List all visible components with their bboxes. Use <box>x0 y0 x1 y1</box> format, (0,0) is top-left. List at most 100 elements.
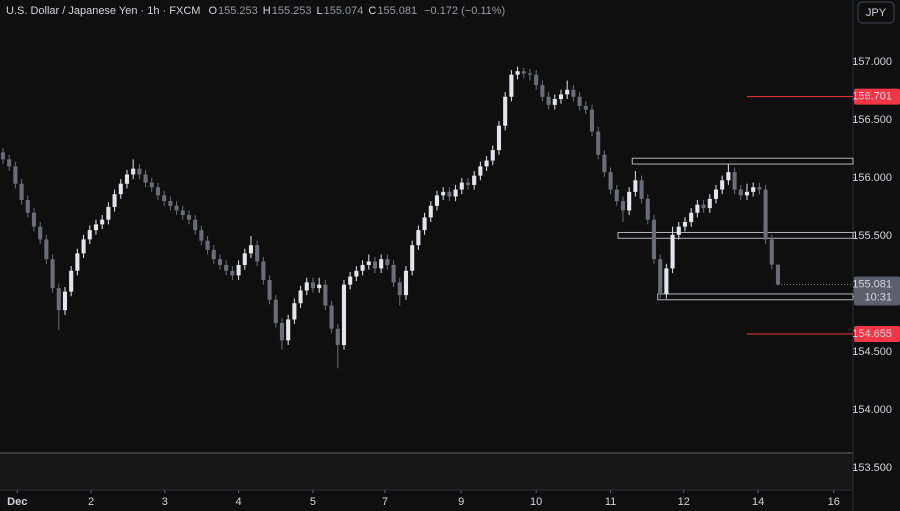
candle-body <box>571 89 576 97</box>
candle-body <box>193 219 198 231</box>
candle-body <box>348 276 353 285</box>
candle-body <box>503 96 508 126</box>
candle-body <box>441 191 446 196</box>
candle-body <box>403 270 409 296</box>
candle-body <box>465 182 471 185</box>
x-tick-label: 10 <box>530 496 542 508</box>
candle-body <box>335 328 340 345</box>
candle-body <box>217 259 223 265</box>
candle-body <box>124 174 130 184</box>
candle-body <box>186 215 192 220</box>
x-tick-label: 12 <box>678 496 690 508</box>
candle-body <box>248 245 254 254</box>
x-tick-label: 16 <box>828 496 840 508</box>
y-tick-label: 157.000 <box>852 56 892 68</box>
candle-body <box>317 284 322 289</box>
candle-body <box>744 191 750 196</box>
candle-body <box>521 71 526 74</box>
candle-body <box>379 259 384 269</box>
candle-body <box>168 201 173 206</box>
level-tag <box>854 88 900 105</box>
x-tick-label: 4 <box>236 496 242 508</box>
candle-body <box>633 180 638 192</box>
lower-pane <box>0 453 853 490</box>
candle-body <box>100 219 105 225</box>
candle-body <box>69 270 74 292</box>
candle-body <box>620 201 626 211</box>
candle-body <box>410 245 415 271</box>
candle-body <box>31 212 37 227</box>
level-label: 156.701 <box>852 91 892 103</box>
candle-body <box>62 291 68 311</box>
candle-body <box>261 261 266 281</box>
last-price-label: 155.081 <box>852 278 892 290</box>
candle-body <box>211 249 216 260</box>
currency-label[interactable]: JPY <box>866 7 887 19</box>
candle-body <box>627 191 632 211</box>
candle-body <box>0 152 6 160</box>
candle-body <box>534 74 539 86</box>
level-tag <box>854 325 900 342</box>
change-value: −0.172 (−0.11%) <box>424 5 505 17</box>
candle-body <box>174 205 179 211</box>
symbol-title: U.S. Dollar / Japanese Yen · 1h · FXCM <box>6 5 200 17</box>
candle-body <box>149 182 154 188</box>
candle-body <box>664 268 669 294</box>
candle-body <box>329 305 334 329</box>
candle-body <box>286 319 291 341</box>
candle-body <box>422 217 427 231</box>
candle-body <box>682 222 688 227</box>
candle-body <box>323 284 328 306</box>
last-price-tag <box>854 276 900 306</box>
ohlc-letter: C <box>368 5 376 17</box>
candle-body <box>651 219 657 260</box>
candle-body <box>255 245 260 262</box>
candle-body <box>7 159 12 167</box>
candle-body <box>131 168 136 175</box>
ohlc-letter: O <box>208 5 217 17</box>
candle-body <box>81 239 86 254</box>
candle-body <box>372 261 378 269</box>
candle-body <box>558 94 564 100</box>
candle-body <box>738 189 743 196</box>
candle-body <box>645 198 650 220</box>
candle-body <box>360 264 365 271</box>
candle-body <box>354 270 359 277</box>
currency-button[interactable] <box>857 1 895 24</box>
candle-body <box>732 172 737 190</box>
candle-body <box>577 96 582 107</box>
candle-body <box>44 239 49 260</box>
candle-body <box>397 282 402 296</box>
candle-body <box>416 230 421 246</box>
candle-body <box>540 85 545 97</box>
candle-body <box>689 212 694 223</box>
candle-body <box>93 224 99 231</box>
y-tick-label: 156.500 <box>852 114 892 126</box>
zone <box>617 231 854 239</box>
candle-body <box>639 180 644 199</box>
candle-body <box>106 206 111 220</box>
x-tick-label: 7 <box>382 496 388 508</box>
candle-body <box>583 106 588 110</box>
candle-body <box>434 195 440 206</box>
candle-body <box>763 189 768 240</box>
candle-body <box>589 109 595 132</box>
legend-header: U.S. Dollar / Japanese Yen · 1h · FXCM O… <box>6 5 505 17</box>
y-tick-label: 154.500 <box>852 346 892 358</box>
candle-body <box>490 150 495 161</box>
candle-body <box>602 154 607 173</box>
candle-body <box>670 234 675 269</box>
candle-body <box>162 195 167 202</box>
candle-body <box>242 253 247 265</box>
candle-body <box>118 183 123 195</box>
candle-body <box>757 187 762 190</box>
y-tick-label: 153.500 <box>852 462 892 474</box>
candle-body <box>608 172 613 190</box>
candle-body <box>720 180 725 190</box>
candle-body <box>304 282 309 291</box>
candle-body <box>701 204 706 209</box>
x-tick-label: Dec <box>7 496 27 508</box>
ohlc-value: 155.081 <box>377 5 417 17</box>
x-tick-label: 2 <box>88 496 94 508</box>
